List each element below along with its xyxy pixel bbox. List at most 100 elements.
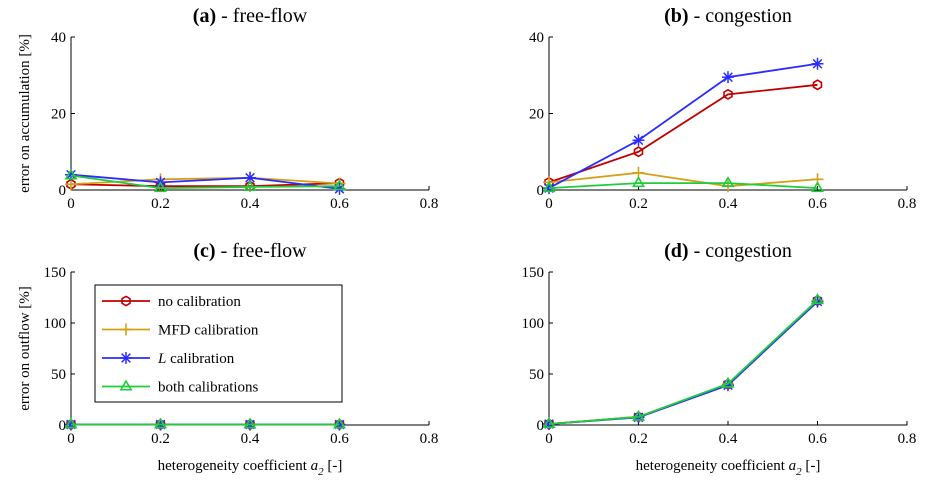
data-point-both-calibrations (243, 179, 257, 191)
x-axis-label-var: a (311, 458, 319, 474)
marker-shape (332, 417, 347, 429)
data-point-both-calibrations (64, 168, 78, 180)
axes-lines (548, 37, 907, 191)
x-tick-label: 0.2 (151, 431, 170, 447)
y-tick-label: 20 (529, 107, 544, 123)
panel-title-tag: (a) (193, 5, 216, 27)
series-line-l-calibration (548, 300, 819, 425)
marker-shape (121, 353, 131, 363)
x-tick-label: 0 (545, 431, 553, 447)
marker-shape (153, 181, 168, 193)
marker-shape (631, 409, 646, 421)
legend-label-text: MFD calibration (158, 323, 259, 339)
data-point-both-calibrations (64, 417, 78, 429)
x-axis-label-text: heterogeneity coefficient (636, 458, 789, 474)
x-axis-label-sub: 2 (796, 466, 802, 478)
legend: no calibration MFD calibration L calibrati… (94, 284, 343, 403)
marker-shape (243, 179, 257, 191)
x-tick-label: 0.4 (241, 196, 260, 212)
marker-shape (64, 168, 78, 180)
marker-shape (721, 376, 735, 388)
panel-title-text: - congestion (689, 240, 792, 262)
x-tick-label: 0.8 (420, 431, 439, 447)
series-line-mfd-calibration (548, 299, 819, 425)
y-tick-label: 150 (44, 265, 67, 281)
chart-panel-c: 0 50 100 150 0 0.2 0.4 0.6 0.8 (c) - free-flow err… (17, 240, 438, 478)
legend-entry: MFD calibration (102, 323, 259, 339)
series-line-both-calibrations (548, 182, 818, 189)
marker-shape (66, 169, 76, 180)
data-point-both-calibrations (721, 376, 735, 388)
y-tick-label: 0 (59, 183, 67, 199)
panel-title-text: - congestion (689, 5, 792, 27)
series-line-no-calibration (548, 299, 819, 425)
data-point-both-calibrations (631, 176, 646, 188)
marker-shape (542, 181, 556, 193)
data-point-both-calibrations (721, 176, 735, 188)
legend-label: MFD calibration (158, 323, 259, 339)
y-tick-label: 100 (44, 316, 67, 332)
series-line-no-calibration (70, 182, 340, 188)
x-axis-label-sub: 2 (318, 466, 324, 478)
legend-label-text: no calibration (158, 294, 241, 310)
series-line-mfd-calibration (548, 171, 818, 188)
marker-shape (721, 176, 735, 188)
data-point-no-calibration (812, 79, 823, 91)
marker-shape (633, 146, 644, 158)
marker-shape (64, 417, 78, 429)
marker-shape (723, 72, 733, 83)
panel-title-text: - free-flow (216, 240, 308, 262)
legend-marker (119, 379, 133, 391)
x-tick-label: 0.6 (330, 431, 349, 447)
panel-title-tag: (c) (193, 240, 215, 262)
data-point-no-calibration (723, 88, 733, 100)
data-point-both-calibrations (153, 181, 168, 193)
x-tick-label: 0.8 (898, 431, 917, 447)
series-line-l-calibration (70, 173, 340, 190)
legend-label: no calibration (158, 294, 241, 310)
y-tick-label: 40 (51, 30, 66, 46)
y-tick-label: 100 (522, 316, 545, 332)
marker-shape (243, 417, 257, 429)
y-tick-label: 150 (522, 265, 545, 281)
legend-marker (121, 295, 131, 307)
panel-title: (c) - free-flow (193, 240, 307, 262)
x-tick-label: 0.8 (420, 196, 439, 212)
marker-shape (812, 58, 823, 69)
x-tick-label: 0 (545, 196, 553, 212)
y-tick-label: 50 (529, 367, 544, 383)
legend-entry: L calibration (102, 351, 235, 367)
x-axis-label-var: a (789, 458, 797, 474)
chart-panel-d: 0 50 100 150 0 0.2 0.4 0.6 0.8 (d) - congestion he… (522, 240, 917, 478)
y-axis-label: error on accumulation [%] (17, 34, 33, 193)
x-tick-label: 0 (67, 196, 75, 212)
x-tick-label: 0.2 (151, 196, 170, 212)
x-tick-label: 0.4 (719, 431, 738, 447)
marker-shape (812, 79, 823, 91)
legend-label: both calibrations (158, 380, 259, 396)
panel-title-tag: (d) (664, 240, 688, 262)
panel-title: (b) - congestion (664, 5, 792, 27)
data-point-no-calibration (633, 146, 644, 158)
x-axis-label: heterogeneity coefficient a2 [-] (636, 458, 821, 478)
panel-title-tag: (b) (664, 5, 688, 27)
data-point-both-calibrations (243, 417, 257, 429)
marker-shape (245, 172, 255, 183)
data-point-l-calibration (722, 71, 734, 84)
legend-label-text: both calibrations (158, 380, 259, 396)
marker-shape (723, 88, 733, 100)
legend-label: L calibration (157, 351, 235, 367)
panel-title-text: - free-flow (216, 5, 308, 27)
y-tick-label: 20 (51, 107, 66, 123)
legend-box (94, 284, 343, 403)
data-point-both-calibrations (332, 179, 347, 191)
legend-entry: no calibration (102, 294, 241, 310)
legend-label-text: calibration (166, 351, 234, 367)
marker-shape (332, 179, 347, 191)
marker-shape (810, 293, 825, 305)
y-axis-label: error on outflow [%] (17, 286, 33, 411)
x-tick-label: 0.4 (719, 196, 738, 212)
marker-shape (153, 417, 168, 429)
axes-lines (548, 272, 907, 426)
series-line-l-calibration (548, 62, 818, 189)
